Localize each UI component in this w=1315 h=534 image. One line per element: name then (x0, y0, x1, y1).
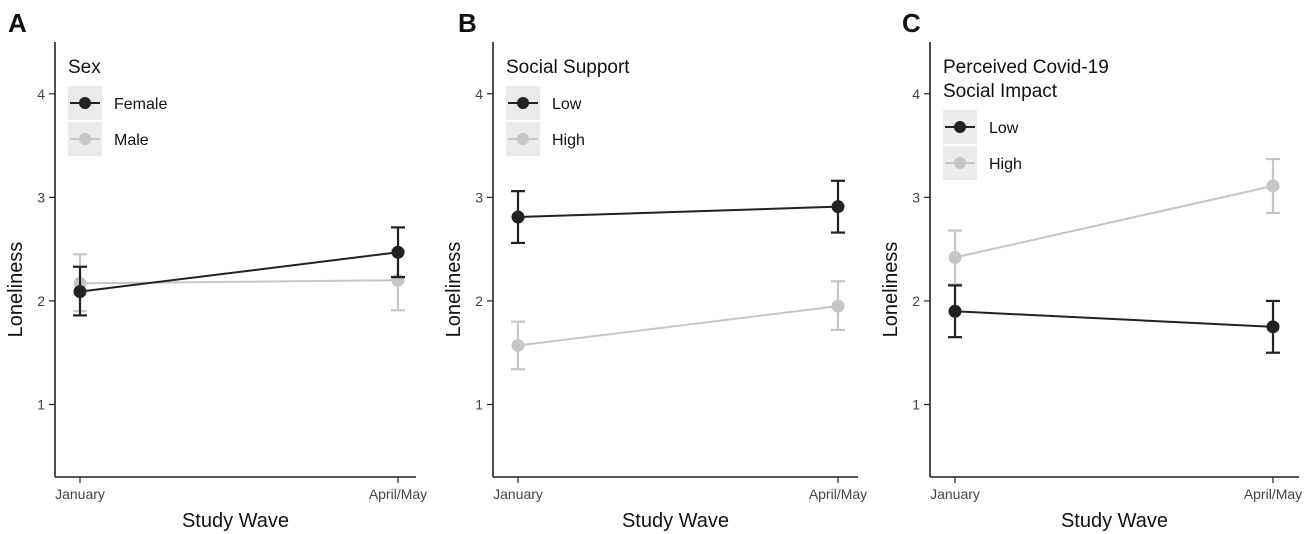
data-point (831, 200, 845, 214)
legend-key-point (954, 121, 966, 133)
legend-key-point (954, 157, 966, 169)
series-female (73, 226, 405, 317)
panel-b: B 1 2 3 4 January April/May Study Wave Lonelines… (443, 8, 867, 532)
data-point (391, 245, 405, 259)
y-axis-title: Loneliness (880, 242, 902, 338)
series-line (79, 279, 399, 285)
legend-label: High (552, 132, 585, 149)
y-tick-label: 2 (37, 293, 45, 309)
x-tick-label: January (930, 486, 980, 502)
y-axis-title: Loneliness (443, 242, 465, 338)
series-male (73, 249, 405, 313)
panel-c: C 1 2 3 4 January April/May Study Wave Lonelines… (880, 8, 1302, 532)
x-tick-label: April/May (809, 486, 867, 502)
data-point (1266, 179, 1280, 193)
legend-title: Perceived Covid-19 (943, 57, 1109, 78)
panel-a: A 1 2 3 4 January April/May Study Wave Lonelines… (5, 8, 427, 532)
y-tick-label: 2 (912, 293, 920, 309)
data-point (511, 338, 525, 352)
y-tick-label: 3 (475, 189, 483, 205)
series-line (954, 310, 1274, 328)
x-tick-label: April/May (1244, 486, 1302, 502)
data-point (1266, 320, 1280, 334)
x-tick-label: January (55, 486, 105, 502)
series-line (954, 184, 1274, 259)
legend-title: Social Support (506, 57, 630, 78)
legend-key-point (517, 133, 529, 145)
y-tick-label: 4 (475, 86, 483, 102)
legend: Social Support Low High (495, 42, 695, 166)
series-high (511, 280, 845, 371)
y-axis-title: Loneliness (5, 242, 27, 338)
x-tick-label: January (493, 486, 543, 502)
y-tick-label: 1 (912, 397, 920, 413)
x-axis-title: Study Wave (182, 510, 289, 532)
legend-label: Low (989, 120, 1019, 137)
y-tick-label: 4 (37, 86, 45, 102)
legend-title: Sex (68, 57, 101, 78)
series-line (79, 251, 399, 293)
legend-key-point (517, 97, 529, 109)
data-point (511, 210, 525, 224)
legend-label: High (989, 156, 1022, 173)
legend-key-point (79, 97, 91, 109)
legend-label: Female (114, 96, 167, 113)
legend: Perceived Covid-19 Social Impact Low High (932, 42, 1132, 190)
data-point (831, 299, 845, 313)
y-tick-label: 3 (37, 189, 45, 205)
series-line (517, 205, 839, 219)
data-point (948, 250, 962, 264)
x-axis-title: Study Wave (622, 510, 729, 532)
legend-label: Male (114, 132, 149, 149)
panel-letter: B (458, 8, 477, 38)
y-tick-label: 1 (475, 397, 483, 413)
legend-key-point (79, 133, 91, 145)
x-tick-label: April/May (369, 486, 427, 502)
legend-label: Low (552, 96, 582, 113)
y-tick-label: 1 (37, 397, 45, 413)
y-tick-label: 2 (475, 293, 483, 309)
panel-letter: C (902, 8, 921, 38)
panel-letter: A (8, 8, 27, 38)
data-point (948, 304, 962, 318)
x-axis-title: Study Wave (1061, 510, 1168, 532)
data-point (73, 285, 87, 299)
legend-title: Social Impact (943, 81, 1058, 102)
series-low (511, 179, 845, 245)
series-low (948, 284, 1280, 354)
y-tick-label: 4 (912, 86, 920, 102)
series-high (948, 157, 1280, 286)
legend: Sex Female Male (57, 42, 257, 166)
series-line (517, 305, 839, 347)
y-tick-label: 3 (912, 189, 920, 205)
